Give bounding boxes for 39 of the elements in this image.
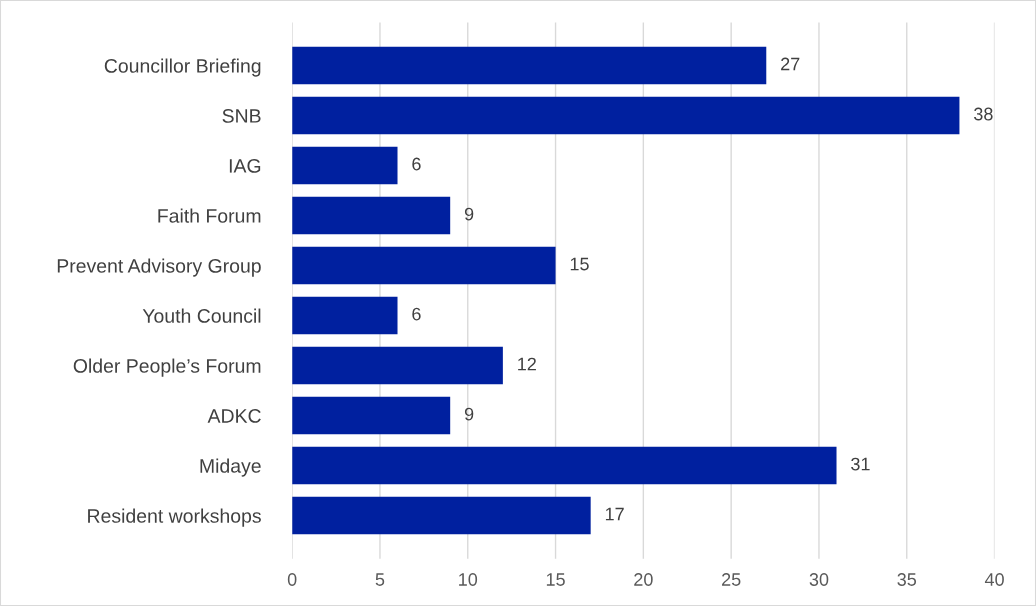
data-label: 12 — [518, 357, 536, 371]
x-tick-label: 10 — [459, 573, 478, 586]
x-tick-label: 30 — [809, 573, 829, 586]
data-label: 31 — [851, 457, 870, 471]
bar — [292, 346, 503, 385]
bar — [292, 246, 556, 285]
bar — [292, 396, 451, 435]
data-label: 6 — [412, 157, 421, 171]
x-tick-label: 0 — [287, 573, 297, 586]
x-tick-label: 35 — [897, 573, 917, 586]
y-tick-label: Older People’s Forum — [73, 358, 261, 377]
bar — [292, 446, 837, 485]
data-label: 9 — [464, 207, 474, 221]
data-label: 15 — [570, 257, 589, 271]
y-tick-label: Councillor Briefing — [104, 58, 261, 77]
bar — [292, 96, 960, 135]
data-label: 27 — [781, 57, 800, 71]
y-tick-label: Resident workshops — [88, 508, 261, 527]
x-tick-label: 40 — [984, 573, 1004, 586]
bar — [292, 296, 398, 335]
x-tick-label: 20 — [634, 573, 653, 586]
bar — [292, 46, 767, 85]
y-tick-label: SNB — [222, 109, 261, 123]
y-tick-label: Prevent Advisory Group — [57, 258, 261, 277]
x-tick-label: 15 — [546, 573, 565, 586]
y-tick-label: ADKC — [207, 409, 261, 423]
x-tick-label: 25 — [722, 573, 741, 586]
data-label: 6 — [412, 307, 421, 321]
data-label: 38 — [974, 107, 993, 121]
data-label: 17 — [605, 507, 624, 521]
y-tick-label: IAG — [229, 159, 261, 173]
bar — [292, 496, 591, 535]
y-tick-label: Faith Forum — [158, 208, 261, 223]
data-label: 9 — [464, 407, 474, 421]
bar — [292, 196, 451, 235]
bar — [292, 146, 398, 185]
y-tick-label: Youth Council — [142, 308, 261, 323]
x-tick-label: 5 — [375, 573, 385, 586]
y-tick-label: Midaye — [200, 458, 261, 477]
